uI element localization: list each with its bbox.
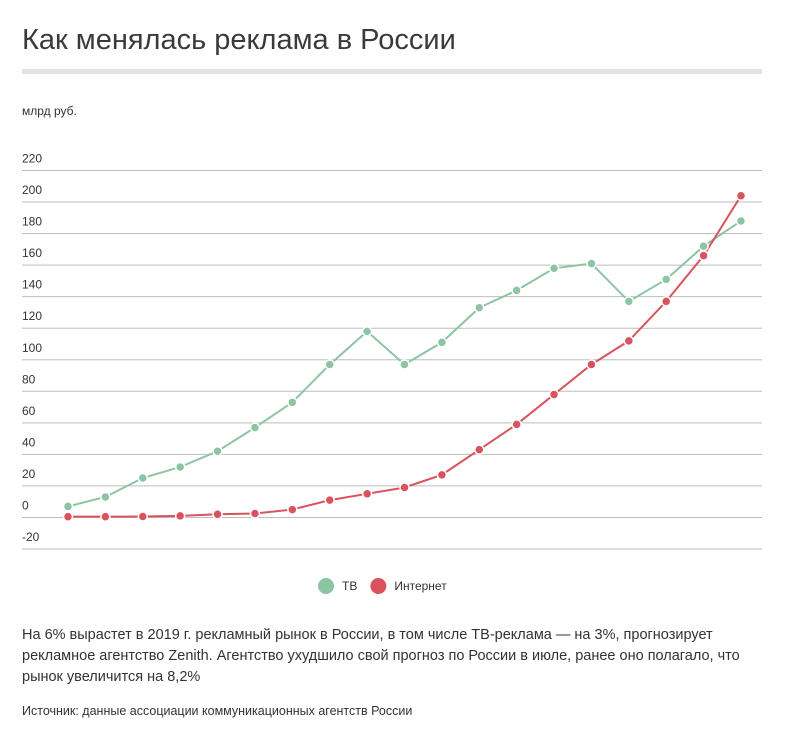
point	[212, 445, 223, 457]
point	[361, 488, 373, 500]
point	[174, 461, 186, 473]
y-tick-label: 120	[22, 309, 42, 323]
y-tick-label: 220	[22, 152, 42, 166]
point	[698, 250, 709, 261]
point	[623, 335, 635, 347]
point	[735, 190, 747, 201]
y-axis-label: млрд руб.	[22, 104, 77, 118]
point	[399, 359, 410, 370]
y-tick-label: 180	[22, 215, 42, 229]
point	[586, 258, 597, 269]
point	[100, 511, 111, 522]
source: Источник: данные ассоциации коммуникацио…	[22, 704, 413, 718]
y-tick-label: 100	[22, 341, 42, 355]
y-tick-label: 160	[22, 246, 42, 260]
title-rule	[22, 69, 762, 74]
point	[287, 504, 298, 515]
series-line	[68, 195, 742, 518]
point	[324, 359, 335, 370]
point	[511, 285, 522, 296]
y-tick-label: 20	[22, 467, 36, 481]
point	[249, 422, 261, 433]
point	[548, 263, 560, 274]
point	[399, 482, 410, 493]
point	[62, 511, 74, 522]
point	[660, 274, 672, 285]
chart-title: Как менялась реклама в России	[22, 24, 456, 56]
legend-marker	[318, 578, 334, 594]
point	[511, 419, 522, 430]
point	[623, 296, 635, 307]
point	[735, 215, 747, 227]
legend-marker	[370, 578, 387, 594]
y-tick-label: 60	[22, 404, 36, 418]
y-tick-label: 0	[22, 498, 29, 512]
point	[212, 509, 223, 520]
point	[548, 389, 560, 400]
point	[660, 296, 672, 307]
point	[174, 510, 186, 522]
point	[361, 326, 373, 337]
legend-label: ТВ	[342, 579, 357, 593]
point	[698, 240, 709, 252]
point	[436, 337, 448, 348]
y-tick-label: 200	[22, 183, 42, 197]
note: На 6% вырастет в 2019 г. рекламный рынок…	[22, 627, 740, 685]
y-tick-label: 140	[22, 278, 42, 292]
point	[249, 508, 261, 519]
point	[62, 501, 74, 512]
point	[137, 472, 149, 484]
point	[324, 494, 335, 506]
chart: млрд руб. -20 0 20 40 60 80 100 120 140 160 180 200…	[22, 104, 762, 594]
point	[287, 397, 298, 408]
y-tick-label: -20	[22, 530, 40, 544]
point	[586, 359, 597, 370]
point	[100, 491, 111, 503]
y-tick-label: 40	[22, 435, 36, 449]
point	[436, 469, 448, 481]
y-tick-label: 80	[22, 372, 36, 386]
point	[474, 302, 485, 313]
point	[137, 511, 149, 522]
legend-label: Интернет	[394, 579, 447, 593]
point	[474, 444, 485, 455]
